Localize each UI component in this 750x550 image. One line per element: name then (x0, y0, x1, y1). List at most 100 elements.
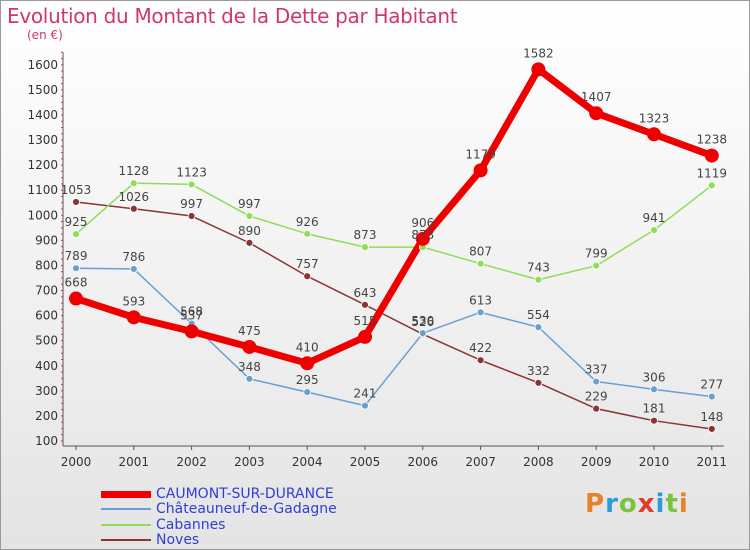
x-tick-label: 2004 (292, 455, 323, 469)
logo-letter: x (637, 489, 656, 519)
data-point (69, 291, 83, 306)
data-point (415, 231, 430, 246)
chart-title: Evolution du Montant de la Dette par Hab… (7, 4, 458, 28)
series-line-2 (75, 182, 713, 281)
data-label: 568 (180, 305, 203, 319)
x-tick-label: 2008 (523, 455, 554, 469)
x-tick-label: 2007 (465, 455, 496, 469)
legend-label-noves: Noves (156, 532, 200, 548)
data-label: 410 (296, 340, 319, 354)
y-tick-label: 300 (35, 384, 58, 398)
data-label: 537 (180, 308, 203, 322)
data-point (303, 229, 312, 238)
data-label: 1128 (119, 164, 150, 178)
chart-subtitle: (en €) (27, 28, 63, 42)
data-label: 332 (527, 364, 550, 378)
data-label: 1407 (581, 90, 612, 104)
data-label: 530 (411, 314, 434, 328)
data-label: 277 (700, 378, 723, 392)
data-label: 668 (65, 276, 88, 290)
data-point (418, 329, 427, 338)
data-label: 148 (700, 410, 723, 424)
y-tick-label: 1100 (27, 183, 58, 197)
data-label: 873 (411, 228, 434, 242)
data-point (650, 226, 658, 234)
data-point (531, 62, 546, 77)
logo-letter: P (585, 489, 606, 519)
data-label: 337 (585, 363, 608, 377)
legend-item-chateauneuf: Châteauneuf-de-Gadagne (101, 501, 337, 517)
axes: 1002003004005006007008009001000110012001… (27, 51, 728, 469)
data-label: 422 (469, 341, 492, 355)
x-tick-label: 2011 (697, 455, 728, 469)
data-label: 997 (238, 197, 261, 211)
x-tick-label: 2000 (61, 455, 92, 469)
data-label: 1179 (465, 147, 496, 161)
x-tick-label: 2006 (408, 455, 439, 469)
legend-swatch-cabannes (101, 524, 151, 526)
data-point (303, 272, 312, 281)
data-label: 1053 (61, 183, 92, 197)
data-point (361, 401, 369, 410)
data-label: 906 (411, 216, 434, 230)
x-tick-label: 2003 (234, 455, 265, 469)
data-point (707, 392, 716, 401)
data-label: 613 (469, 293, 492, 307)
data-label: 229 (585, 390, 608, 404)
data-label: 743 (527, 261, 550, 275)
data-point (72, 230, 80, 238)
data-label: 941 (643, 211, 666, 225)
data-point (476, 259, 485, 268)
data-label: 1238 (697, 133, 728, 147)
y-tick-label: 1400 (27, 108, 58, 122)
legend-item-noves: Noves (101, 532, 199, 548)
y-tick-label: 600 (35, 309, 58, 323)
y-tick-label: 500 (35, 334, 58, 348)
y-tick-label: 1600 (27, 58, 58, 72)
data-point (129, 204, 138, 213)
data-point (476, 308, 485, 317)
data-point (361, 300, 369, 309)
data-label: 789 (65, 249, 88, 263)
y-tick-label: 1200 (27, 158, 58, 172)
logo-letter: o (618, 489, 638, 519)
data-point (242, 339, 257, 354)
data-point (358, 329, 372, 344)
data-labels: 668 593 537 475 410 515 906 1179 1582 1407 1323 123… (61, 46, 727, 424)
data-label: 241 (354, 387, 377, 401)
data-point (476, 356, 485, 365)
data-point (187, 180, 196, 189)
y-tick-label: 400 (35, 359, 58, 373)
x-tick-label: 2005 (350, 455, 381, 469)
data-point (303, 388, 312, 396)
data-point (187, 212, 196, 220)
data-label: 786 (122, 250, 145, 264)
series-line-3 (75, 201, 713, 430)
data-point (245, 212, 254, 220)
y-tick-label: 800 (35, 258, 58, 272)
data-point (245, 374, 254, 383)
proxiti-logo: Proxiti (585, 489, 689, 519)
series-lines (72, 65, 716, 430)
data-point (592, 261, 601, 270)
data-point (126, 310, 141, 325)
data-label: 554 (527, 308, 550, 322)
logo-letter: i (655, 489, 666, 519)
x-tick-label: 2002 (176, 455, 207, 469)
data-label: 1119 (697, 166, 728, 180)
series-markers (69, 62, 719, 433)
data-point (361, 243, 369, 252)
x-tick-label: 2009 (581, 455, 612, 469)
data-point (707, 181, 716, 190)
data-point (300, 356, 315, 371)
y-tick-label: 700 (35, 284, 58, 298)
y-tick-label: 1500 (27, 83, 58, 97)
legend-label-cabannes: Cabannes (156, 517, 226, 533)
data-point (534, 275, 543, 284)
data-point (245, 238, 254, 247)
data-label: 1123 (176, 165, 207, 179)
data-label: 890 (238, 224, 261, 238)
legend-item-cabannes: Cabannes (101, 517, 225, 533)
